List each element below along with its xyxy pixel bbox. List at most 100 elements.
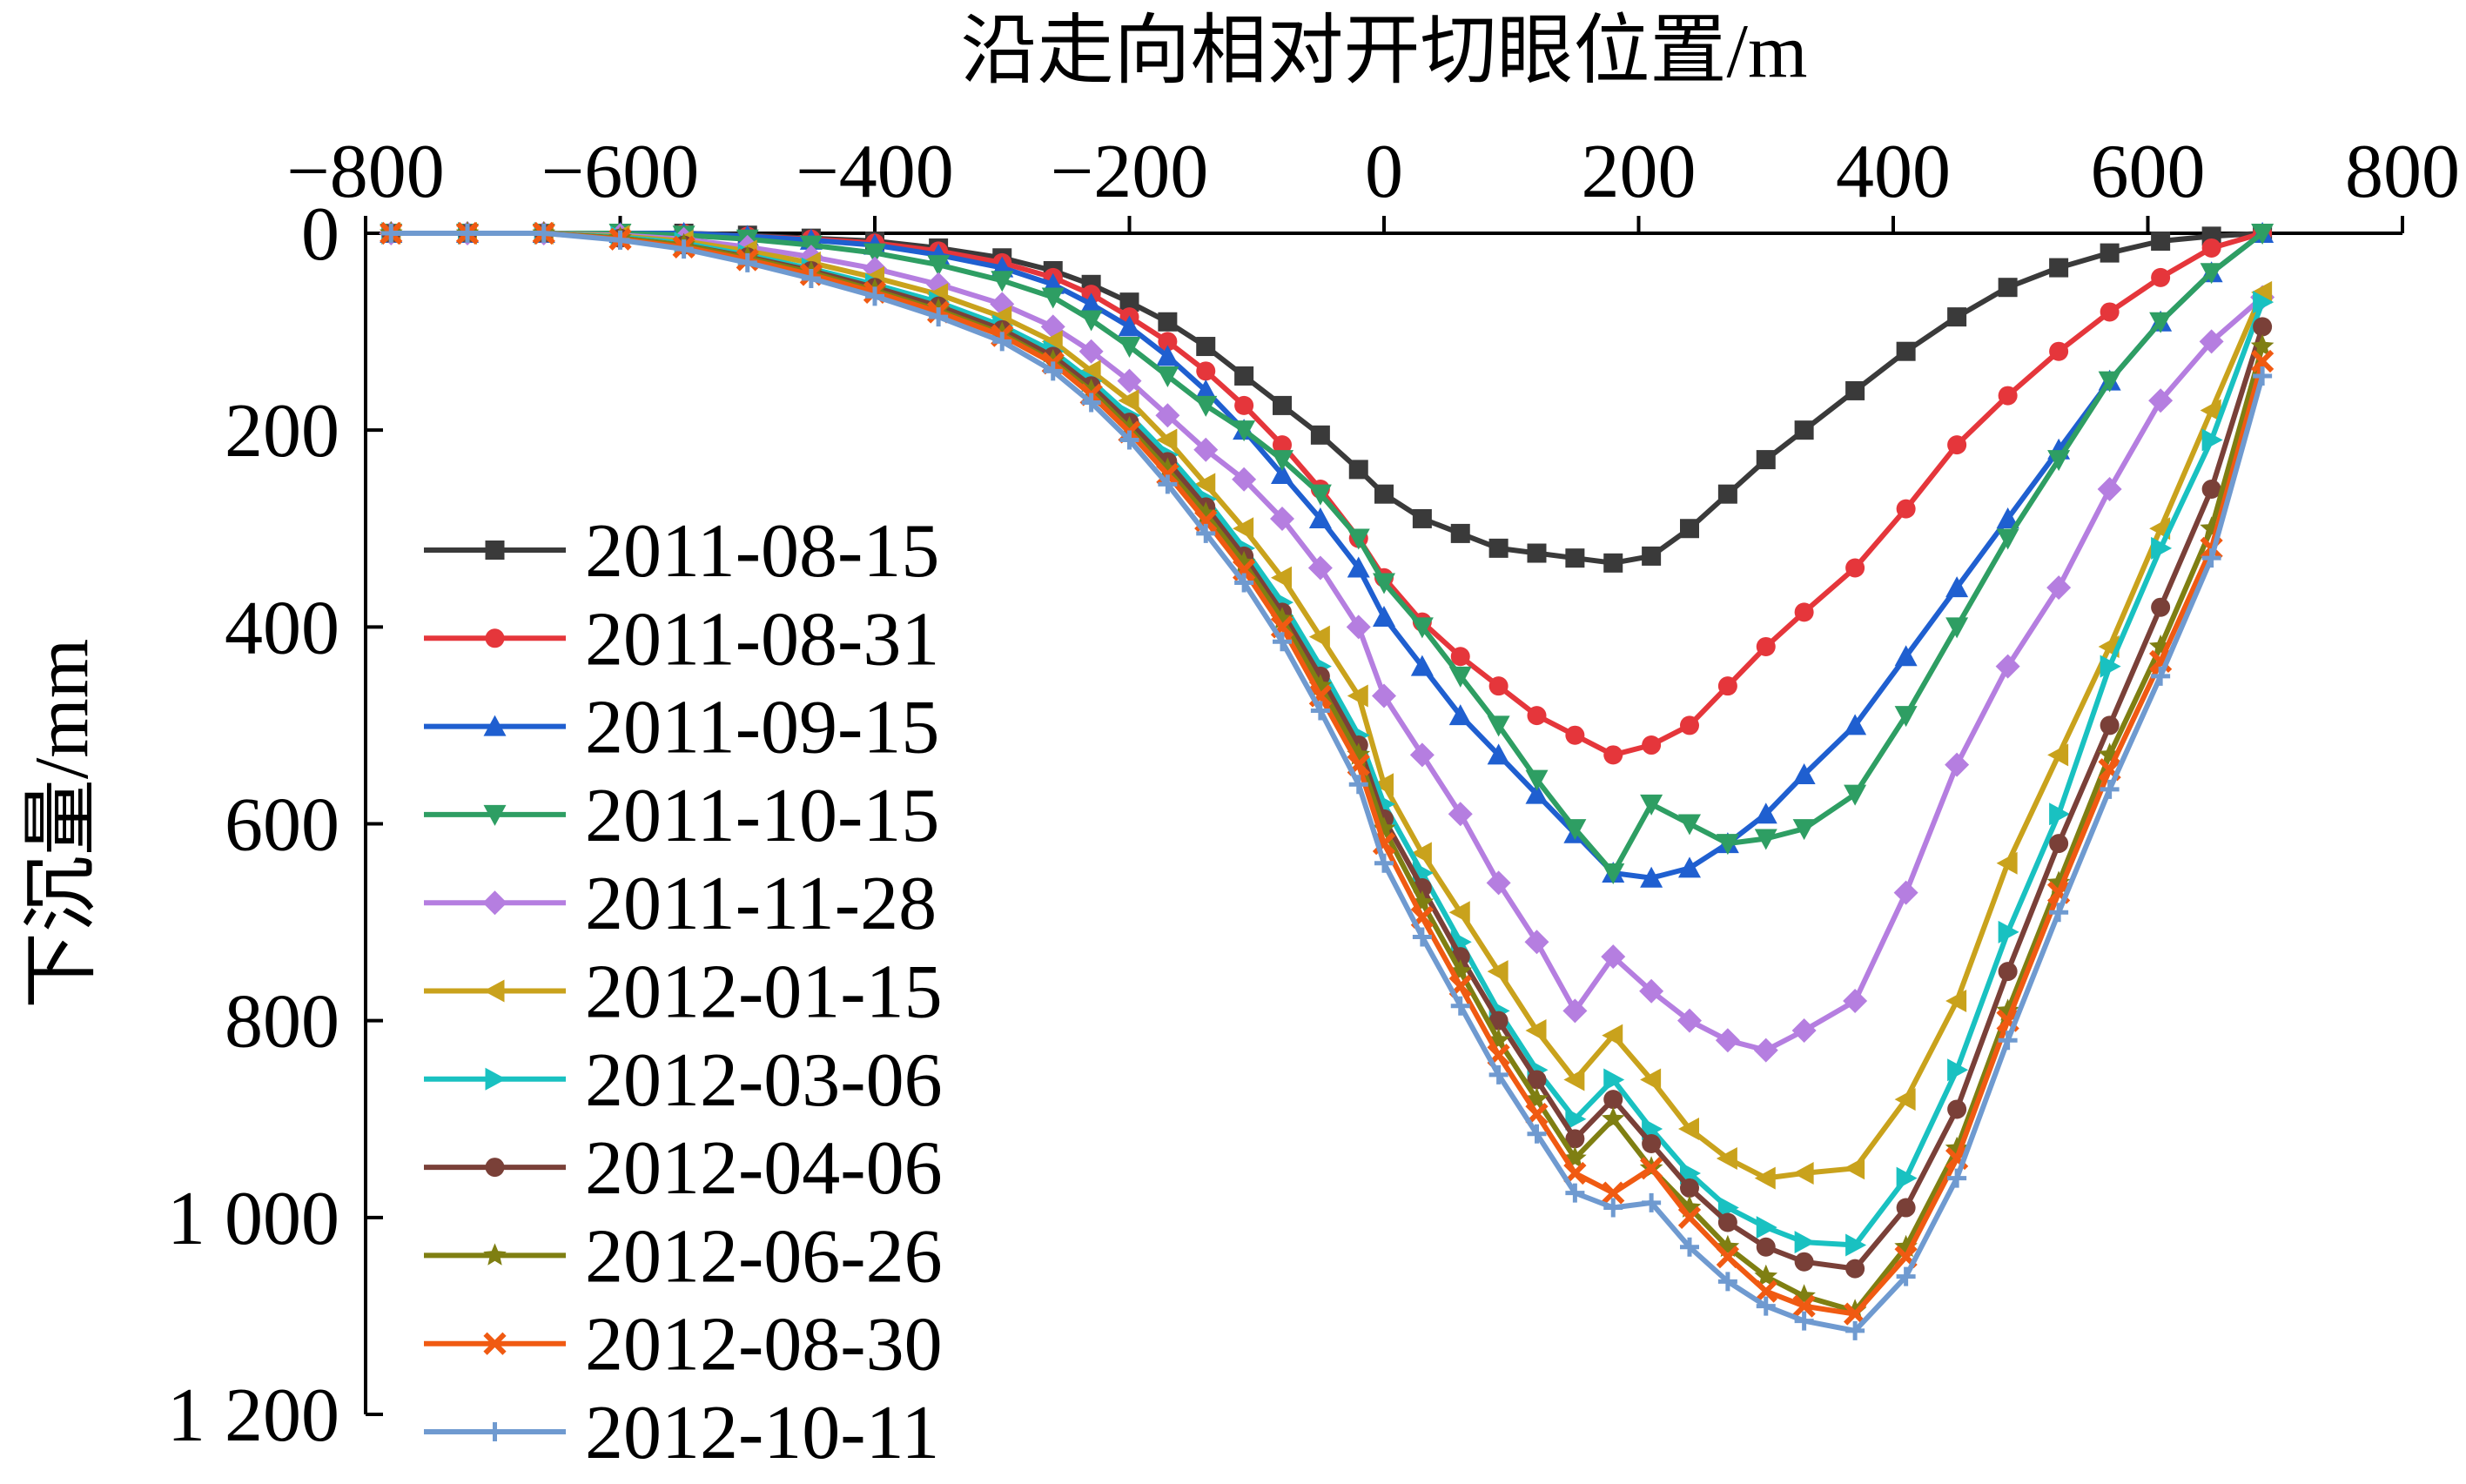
data-point — [1273, 435, 1292, 455]
data-point — [1194, 473, 1216, 496]
data-point — [1754, 829, 1777, 850]
data-point — [1677, 1008, 1702, 1033]
data-point — [1525, 782, 1549, 804]
data-point — [1602, 1024, 1623, 1047]
data-point — [1998, 1031, 2018, 1051]
data-point — [1603, 553, 1623, 573]
data-point — [1118, 389, 1139, 413]
data-point — [1678, 1118, 1699, 1141]
data-point — [1893, 880, 1918, 905]
legend-label: 2011-10-15 — [585, 774, 939, 858]
data-point — [1717, 484, 1737, 504]
data-point — [1234, 395, 1254, 415]
data-point — [929, 307, 949, 327]
data-point — [1270, 506, 1294, 531]
y-axis-title: 下沉量/mm — [20, 639, 104, 1009]
data-point — [1640, 1157, 1663, 1180]
series-layer — [379, 221, 2275, 1340]
data-point — [2201, 548, 2221, 568]
data-point — [1717, 1212, 1737, 1232]
data-point — [2201, 428, 2223, 452]
data-point — [1232, 467, 1257, 492]
legend-label: 2011-08-31 — [585, 597, 939, 682]
data-point — [1374, 484, 1394, 504]
data-point — [1717, 676, 1737, 696]
data-point — [1680, 1237, 1699, 1257]
data-point — [1998, 386, 2018, 406]
legend-marker — [485, 628, 505, 648]
data-point — [1448, 666, 1472, 688]
data-point — [1640, 1068, 1662, 1091]
legend-label: 2011-09-15 — [585, 686, 939, 770]
data-point — [1310, 425, 1330, 445]
data-point — [737, 252, 757, 272]
data-point — [458, 224, 477, 243]
data-point — [1945, 576, 1969, 598]
data-point — [1487, 743, 1510, 765]
data-point — [1488, 538, 1508, 558]
data-point — [1307, 555, 1333, 581]
legend-label: 2012-01-15 — [585, 950, 943, 1035]
data-point — [1642, 1192, 1662, 1212]
legend: 2011-08-152011-08-312011-09-152011-10-15… — [424, 509, 943, 1475]
data-point — [1156, 428, 1178, 452]
data-point — [1945, 752, 1970, 777]
data-point — [1158, 332, 1178, 352]
data-point — [2097, 477, 2122, 502]
data-point — [1677, 1205, 1702, 1229]
x-axis-title: 沿走向相对开切眼位置/m — [961, 10, 1808, 94]
data-point — [1716, 1245, 1740, 1269]
data-point — [1896, 499, 1916, 519]
data-point — [1196, 337, 1216, 357]
data-point — [1603, 745, 1623, 765]
data-point — [1348, 460, 1368, 480]
legend-item: 2011-08-31 — [424, 597, 939, 682]
legend-marker — [485, 1067, 507, 1091]
data-point — [1843, 989, 1868, 1014]
x-tick-label: −800 — [286, 130, 445, 214]
data-point — [1194, 395, 1218, 417]
legend-label: 2011-08-15 — [585, 509, 939, 594]
x-tick-label: 600 — [2091, 130, 2206, 214]
x-tick-label: −200 — [1051, 130, 1209, 214]
data-point — [2253, 291, 2274, 314]
data-point — [2046, 575, 2072, 601]
data-point — [1717, 1272, 1737, 1292]
data-point — [1602, 863, 1625, 885]
x-tick-label: −400 — [796, 130, 954, 214]
data-point — [1234, 573, 1254, 593]
data-point — [1947, 435, 1967, 455]
data-point — [1118, 337, 1141, 359]
data-point — [1373, 606, 1395, 628]
y-tick-label: 1 200 — [167, 1373, 339, 1458]
data-point — [1563, 1068, 1585, 1091]
data-point — [1450, 996, 1470, 1016]
data-point — [1845, 1320, 1865, 1340]
data-point — [2100, 779, 2120, 799]
data-point — [1603, 1068, 1625, 1091]
data-point — [1410, 617, 1434, 639]
data-point — [2251, 349, 2274, 373]
data-point — [1844, 1157, 1865, 1180]
legend-item: 2012-04-06 — [424, 1126, 943, 1211]
data-point — [1158, 474, 1178, 494]
data-point — [1041, 287, 1065, 309]
data-point — [1716, 834, 1739, 856]
data-point — [1448, 901, 1470, 924]
data-point — [1845, 1259, 1865, 1279]
data-point — [1079, 310, 1103, 332]
data-point — [2049, 258, 2069, 278]
data-point — [1565, 1183, 1585, 1203]
data-point — [1079, 292, 1103, 314]
data-point — [1601, 1106, 1625, 1130]
data-point — [1754, 1264, 1778, 1286]
data-point — [1894, 706, 1918, 728]
data-point — [1998, 278, 2018, 298]
series-line — [391, 231, 2265, 1333]
series-2011-10-15 — [380, 224, 2274, 885]
data-point — [1717, 1196, 1739, 1219]
data-point — [1488, 676, 1508, 696]
data-point — [1716, 1146, 1737, 1170]
legend-label: 2012-08-30 — [585, 1303, 943, 1387]
data-point — [1346, 614, 1371, 640]
